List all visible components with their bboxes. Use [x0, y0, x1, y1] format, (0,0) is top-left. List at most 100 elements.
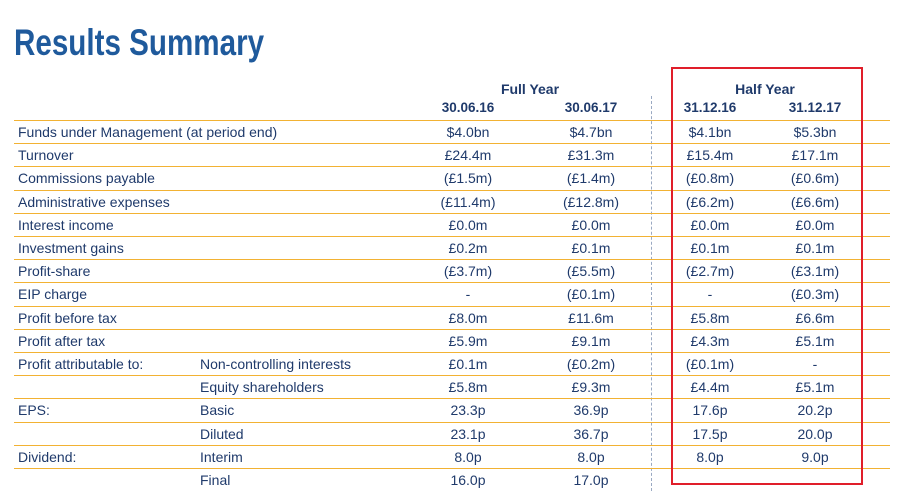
- row-divider: [14, 398, 890, 400]
- date-header-1: 30.06.16: [441, 100, 495, 115]
- table-row: Equity shareholders £5.8m £9.3m £4.4m £5.1m: [0, 375, 903, 398]
- table-row: Turnover £24.4m £31.3m £15.4m £17.1m: [0, 143, 903, 166]
- half-year-header: Half Year: [735, 81, 795, 97]
- row-divider: [14, 143, 890, 145]
- cell-value: £9.1m: [571, 332, 611, 349]
- row-label: EPS:: [18, 402, 50, 419]
- row-divider: [14, 120, 890, 121]
- table-row: Dividend: Interim 8.0p 8.0p 8.0p 9.0p: [0, 445, 903, 468]
- cell-value: £31.3m: [567, 147, 615, 164]
- table-row: EIP charge - (£0.1m) - (£0.3m): [0, 282, 903, 305]
- cell-value: (£3.7m): [443, 263, 493, 280]
- cell-value: (£0.1m): [566, 286, 616, 303]
- cell-value: 9.0p: [801, 448, 829, 465]
- row-divider: [14, 375, 890, 377]
- row-divider: [14, 282, 890, 284]
- cell-value: (£0.8m): [685, 170, 735, 187]
- table-row: Diluted 23.1p 36.7p 17.5p 20.0p: [0, 422, 903, 445]
- cell-value: £0.2m: [448, 240, 488, 256]
- cell-value: (£3.1m): [790, 263, 840, 280]
- table-row: Profit after tax £5.9m £9.1m £4.3m £5.1m: [0, 329, 903, 352]
- cell-value: (£1.5m): [443, 170, 493, 187]
- cell-value: £15.4m: [686, 147, 734, 164]
- row-divider: [14, 166, 890, 168]
- cell-value: £6.6m: [795, 309, 835, 326]
- cell-value: -: [707, 286, 713, 303]
- row-label: Turnover: [18, 147, 74, 164]
- row-divider: [14, 259, 890, 261]
- cell-value: 8.0p: [454, 448, 482, 465]
- row-label: Investment gains: [18, 240, 124, 256]
- row-sublabel: Diluted: [200, 425, 244, 442]
- row-sublabel: Equity shareholders: [200, 379, 324, 396]
- table-row: Profit attributable to: Non-controlling i…: [0, 352, 903, 375]
- row-label: Administrative expenses: [18, 193, 170, 210]
- table-row: Administrative expenses (£11.4m) (£12.8m) (…: [0, 190, 903, 213]
- half-year-highlight-box: [671, 67, 863, 485]
- row-divider: [14, 444, 890, 446]
- cell-value: £0.1m: [795, 240, 835, 256]
- table-row: Interest income £0.0m £0.0m £0.0m £0.0m: [0, 213, 903, 236]
- row-divider: [14, 352, 890, 353]
- cell-value: 36.7p: [573, 425, 609, 442]
- cell-value: $4.7bn: [569, 124, 613, 140]
- cell-value: £0.1m: [571, 240, 611, 256]
- date-header-3: 31.12.16: [683, 100, 737, 115]
- cell-value: 23.3p: [450, 402, 486, 419]
- cell-value: $4.1bn: [688, 124, 732, 140]
- cell-value: £5.1m: [795, 379, 835, 396]
- cell-value: (£0.3m): [790, 286, 840, 303]
- row-label: Profit attributable to:: [18, 356, 144, 372]
- date-header-2: 30.06.17: [564, 100, 618, 115]
- cell-value: 23.1p: [450, 425, 486, 442]
- table-row: Commissions payable (£1.5m) (£1.4m) (£0.8m)…: [0, 166, 903, 189]
- cell-value: £0.0m: [795, 216, 835, 233]
- table-row: Profit before tax £8.0m £11.6m £5.8m £6.6m: [0, 306, 903, 329]
- cell-value: 20.0p: [797, 425, 833, 442]
- row-divider: [14, 305, 890, 307]
- cell-value: (£12.8m): [562, 193, 620, 210]
- cell-value: £4.3m: [690, 332, 730, 349]
- cell-value: 16.0p: [450, 472, 486, 488]
- row-sublabel: Basic: [200, 402, 235, 419]
- date-header-4: 31.12.17: [788, 100, 842, 115]
- table-row: Funds under Management (at period end) $4…: [0, 120, 903, 143]
- cell-value: 20.2p: [797, 402, 833, 419]
- cell-value: £4.4m: [690, 379, 730, 396]
- cell-value: (£0.6m): [790, 170, 840, 187]
- cell-value: £17.1m: [791, 147, 839, 164]
- table-row: Investment gains £0.2m £0.1m £0.1m £0.1m: [0, 236, 903, 259]
- cell-value: (£0.1m): [685, 356, 735, 372]
- cell-value: £8.0m: [448, 309, 488, 326]
- row-sublabel: Interim: [200, 448, 243, 465]
- cell-value: (£5.5m): [566, 263, 616, 280]
- cell-value: (£11.4m): [440, 193, 496, 210]
- cell-value: (£6.6m): [790, 193, 840, 210]
- cell-value: 36.9p: [573, 402, 609, 419]
- cell-value: $5.3bn: [793, 124, 837, 140]
- row-label: Profit before tax: [18, 309, 117, 326]
- row-label: Commissions payable: [18, 170, 155, 187]
- row-divider: [14, 236, 890, 237]
- cell-value: £11.6m: [568, 309, 614, 326]
- table-row: EPS: Basic 23.3p 36.9p 17.6p 20.2p: [0, 398, 903, 421]
- cell-value: £0.1m: [448, 356, 488, 372]
- cell-value: £9.3m: [571, 379, 611, 396]
- row-divider: [14, 468, 890, 469]
- cell-value: £5.1m: [795, 332, 835, 349]
- row-label: Interest income: [18, 216, 114, 233]
- page-title: Results Summary: [14, 22, 265, 63]
- cell-value: (£6.2m): [685, 193, 735, 210]
- cell-value: £5.8m: [448, 379, 488, 396]
- cell-value: (£0.2m): [566, 356, 616, 372]
- cell-value: 17.5p: [692, 425, 728, 442]
- row-label: Dividend:: [18, 448, 77, 465]
- row-label: Profit-share: [18, 263, 91, 280]
- row-label: Funds under Management (at period end): [18, 124, 278, 140]
- cell-value: (£2.7m): [685, 263, 735, 280]
- row-divider: [14, 212, 890, 214]
- row-sublabel: Non-controlling interests: [200, 356, 351, 372]
- column-separator: [651, 96, 652, 491]
- row-sublabel: Final: [200, 472, 231, 488]
- table-row: Profit-share (£3.7m) (£5.5m) (£2.7m) (£3.1m): [0, 259, 903, 282]
